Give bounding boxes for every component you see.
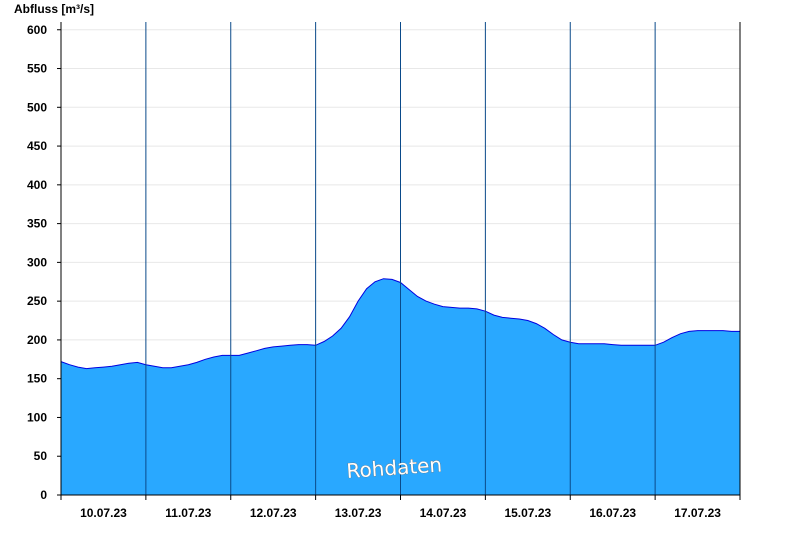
x-ticks: 10.07.23 11.07.23 12.07.23 13.07.23 14.07.23…	[60, 495, 741, 520]
y-tick-label: 300	[27, 255, 47, 269]
y-tick-label: 200	[27, 333, 47, 347]
y-tick-label: 450	[27, 139, 47, 153]
y-tick-label: 600	[27, 23, 47, 37]
y-tick-label: 0	[40, 488, 47, 502]
y-tick-label: 150	[27, 372, 47, 386]
y-axis-label: Abfluss [m³/s]	[14, 2, 94, 16]
y-tick-label: 250	[27, 294, 47, 308]
x-tick-label: 11.07.23	[165, 506, 211, 520]
y-tick-label: 500	[27, 100, 47, 114]
y-ticks: 0 50 100 150 200 250 300 350 400 450 500 550 600	[27, 23, 61, 502]
x-tick-label: 14.07.23	[420, 506, 467, 520]
x-tick-label: 12.07.23	[250, 506, 297, 520]
y-tick-label: 350	[27, 217, 47, 231]
x-tick-label: 15.07.23	[504, 506, 551, 520]
x-tick-label: 10.07.23	[80, 506, 127, 520]
y-tick-label: 400	[27, 178, 47, 192]
y-tick-label: 550	[27, 62, 47, 76]
x-tick-label: 13.07.23	[335, 506, 382, 520]
y-tick-label: 50	[34, 449, 48, 463]
day-separators	[145, 22, 656, 495]
x-tick-label: 16.07.23	[589, 506, 636, 520]
y-tick-label: 100	[27, 410, 47, 424]
x-tick-label: 17.07.23	[674, 506, 721, 520]
